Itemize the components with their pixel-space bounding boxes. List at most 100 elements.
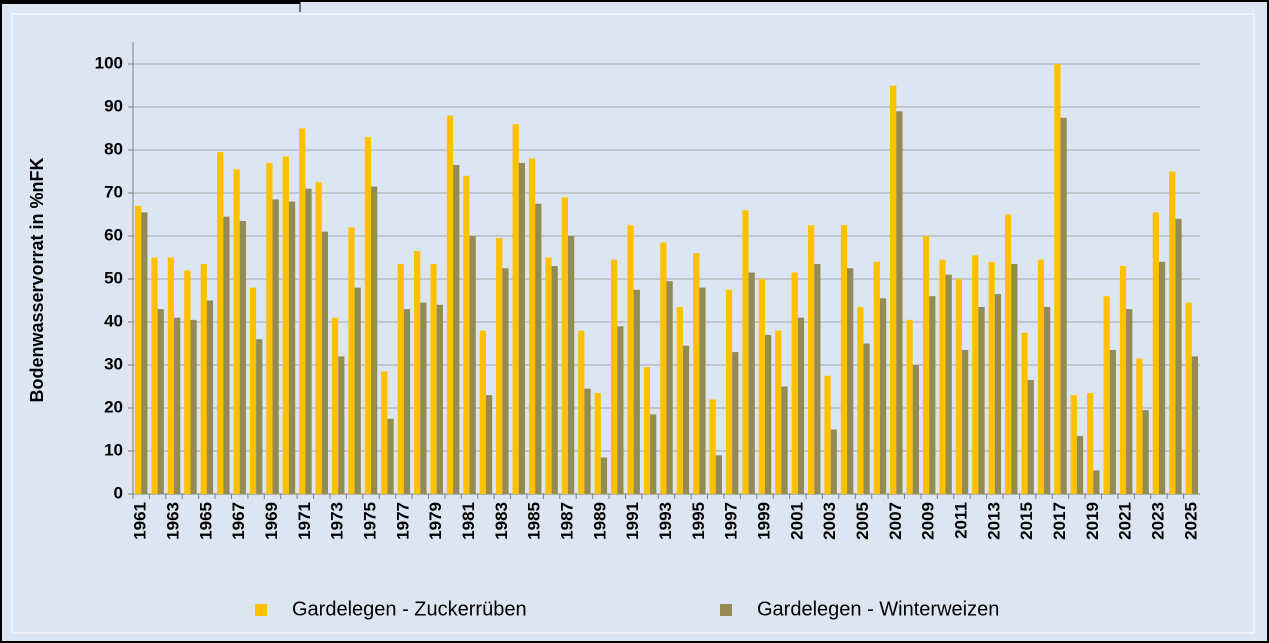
bar [167,257,175,494]
bar [863,343,870,494]
x-tick-label: 1967 [229,502,248,540]
bar [305,188,312,494]
x-tick-label: 1981 [459,502,478,540]
x-tick-label: 1985 [525,502,544,540]
bar [1191,356,1199,494]
bar [315,182,322,494]
bar [1136,358,1143,494]
x-tick-label: 2009 [919,502,938,540]
bar [939,259,946,494]
bar [961,349,969,494]
x-tick-label: 1987 [557,502,576,540]
bar [1044,306,1051,494]
bar [1109,349,1116,494]
x-tick-label: 1979 [426,502,445,540]
bar [1103,296,1110,494]
bar [134,205,142,494]
bar [463,175,470,495]
bar [873,261,880,494]
bar [288,201,296,494]
bar [660,242,667,494]
x-tick-label: 1991 [623,502,642,540]
x-tick-label: 2011 [951,502,970,539]
bar [430,263,437,494]
x-tick-label: 1961 [131,502,150,540]
bar [847,268,854,494]
bar [808,225,815,494]
bar [403,309,411,494]
bar [896,111,903,495]
x-tick-label: 1983 [492,502,511,540]
x-tick-label: 1963 [164,502,183,540]
y-tick-label: 20 [104,397,123,416]
bar [420,302,427,494]
bar [157,309,164,494]
bar [469,236,476,494]
bar [1027,380,1034,494]
bar [627,225,634,494]
bar [190,319,197,494]
bar [266,162,273,494]
bar [371,186,378,495]
y-tick-label: 50 [104,268,123,287]
bar [321,231,329,494]
y-tick-label: 40 [104,311,123,330]
x-tick-label: 2017 [1050,502,1069,540]
bar [1126,309,1133,494]
bar [578,330,585,494]
bar [518,162,525,494]
bar [775,330,782,494]
x-tick-label: 2023 [1148,502,1167,540]
x-tick-label: 2015 [1017,502,1036,540]
bar [666,281,673,494]
x-tick-label: 1999 [754,502,773,540]
x-tick-label: 1965 [196,502,215,540]
bar [611,259,618,494]
bar [1087,392,1094,494]
bar [364,137,372,494]
bar [1060,117,1067,494]
x-tick-label: 1989 [590,502,609,540]
bar [1169,171,1176,494]
bar [1175,218,1182,495]
bar [791,272,798,494]
bar [200,263,207,494]
x-tick-label: 2019 [1083,502,1102,540]
x-tick-label: 1973 [328,502,347,540]
bar [502,268,509,494]
bar [972,255,979,494]
bar [643,367,651,494]
bar [1158,261,1166,494]
x-tick-label: 1975 [361,502,380,540]
legend-label: Gardelegen - Zuckerrüben [292,598,527,620]
bar [184,270,191,494]
bar [354,287,361,494]
bar [568,236,575,494]
x-tick-label: 2021 [1116,502,1135,540]
bar [299,128,306,494]
bar [650,414,657,494]
bar [151,257,158,494]
y-tick-label: 0 [114,483,123,502]
bar [496,238,503,494]
bar [485,395,493,494]
x-tick-label: 2003 [820,502,839,540]
bar [338,356,345,494]
bar [141,212,148,494]
bar [699,287,706,494]
bar [676,306,683,494]
bar [446,115,454,494]
x-tick-label: 1993 [656,502,675,540]
legend-label: Gardelegen - Winterweizen [757,598,999,620]
bar [436,304,443,494]
x-tick-label: 2007 [886,502,905,540]
bar [535,203,542,494]
bar [797,317,805,494]
bar [233,169,240,494]
bar [715,455,722,494]
bar [1185,302,1192,494]
bar [1093,470,1100,494]
y-tick-label: 70 [104,182,123,201]
bar [912,365,919,494]
x-tick-label: 1971 [295,502,314,540]
